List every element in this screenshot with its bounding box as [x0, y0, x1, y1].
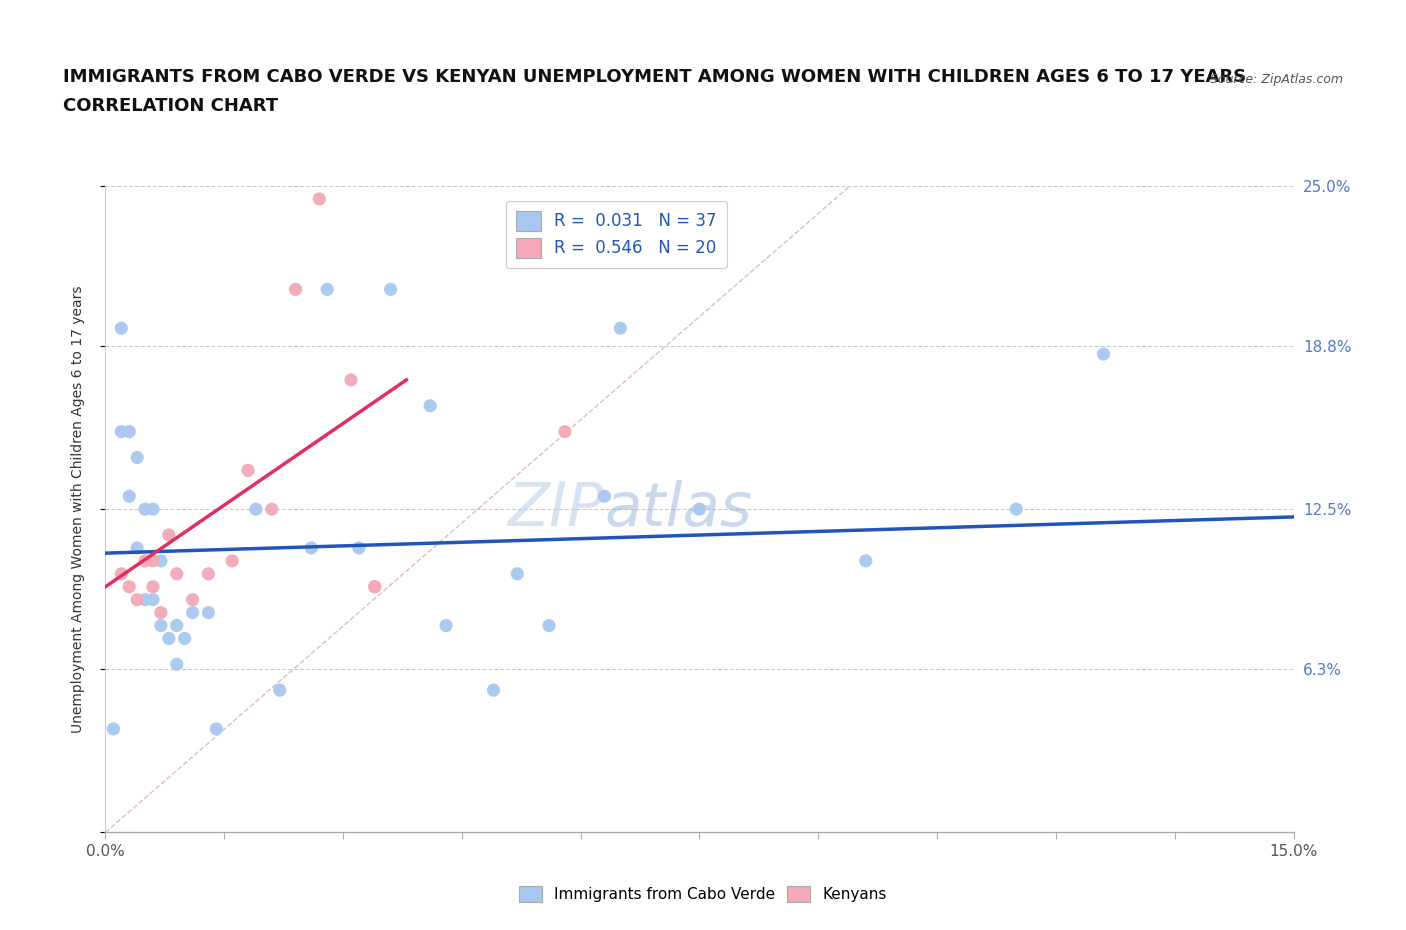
Point [134, 592, 156, 607]
Point [127, 450, 149, 465]
Point [221, 553, 243, 568]
Point [689, 502, 711, 517]
Point [205, 722, 228, 737]
Point [157, 631, 180, 646]
Point [1092, 347, 1115, 362]
Point [1005, 502, 1028, 517]
Point [609, 321, 631, 336]
Point [110, 566, 132, 581]
Point [593, 489, 616, 504]
Point [434, 618, 457, 633]
Point [142, 579, 165, 594]
Point [134, 502, 156, 517]
Point [134, 553, 156, 568]
Point [260, 502, 283, 517]
Point [364, 579, 387, 594]
Point [284, 282, 307, 297]
Point [103, 722, 125, 737]
Point [173, 631, 195, 646]
Text: atlas: atlas [605, 480, 752, 538]
Point [110, 424, 132, 439]
Y-axis label: Unemployment Among Women with Children Ages 6 to 17 years: Unemployment Among Women with Children A… [70, 286, 84, 733]
Point [118, 424, 141, 439]
Point [347, 540, 370, 555]
Point [166, 657, 188, 671]
Legend: Immigrants from Cabo Verde, Kenyans: Immigrants from Cabo Verde, Kenyans [513, 880, 893, 909]
Text: CORRELATION CHART: CORRELATION CHART [63, 98, 278, 115]
Point [142, 553, 165, 568]
Point [506, 566, 529, 581]
Point [245, 502, 267, 517]
Point [118, 489, 141, 504]
Point [308, 192, 330, 206]
Point [149, 605, 172, 620]
Legend: R =  0.031   N = 37, R =  0.546   N = 20: R = 0.031 N = 37, R = 0.546 N = 20 [506, 201, 727, 268]
Point [166, 566, 188, 581]
Point [855, 553, 877, 568]
Point [340, 373, 363, 388]
Point [181, 592, 204, 607]
Text: Source: ZipAtlas.com: Source: ZipAtlas.com [1209, 73, 1343, 86]
Point [127, 540, 149, 555]
Point [181, 605, 204, 620]
Text: ZIP: ZIP [508, 480, 605, 538]
Point [166, 618, 188, 633]
Point [537, 618, 560, 633]
Point [380, 282, 402, 297]
Point [118, 579, 141, 594]
Point [110, 321, 132, 336]
Point [554, 424, 576, 439]
Point [149, 553, 172, 568]
Point [269, 683, 291, 698]
Point [142, 592, 165, 607]
Point [142, 502, 165, 517]
Point [127, 592, 149, 607]
Point [236, 463, 259, 478]
Text: IMMIGRANTS FROM CABO VERDE VS KENYAN UNEMPLOYMENT AMONG WOMEN WITH CHILDREN AGES: IMMIGRANTS FROM CABO VERDE VS KENYAN UNE… [63, 68, 1247, 86]
Point [197, 605, 219, 620]
Point [316, 282, 339, 297]
Point [419, 398, 441, 413]
Point [299, 540, 322, 555]
Point [364, 579, 387, 594]
Point [197, 566, 219, 581]
Point [482, 683, 505, 698]
Point [149, 618, 172, 633]
Point [157, 527, 180, 542]
